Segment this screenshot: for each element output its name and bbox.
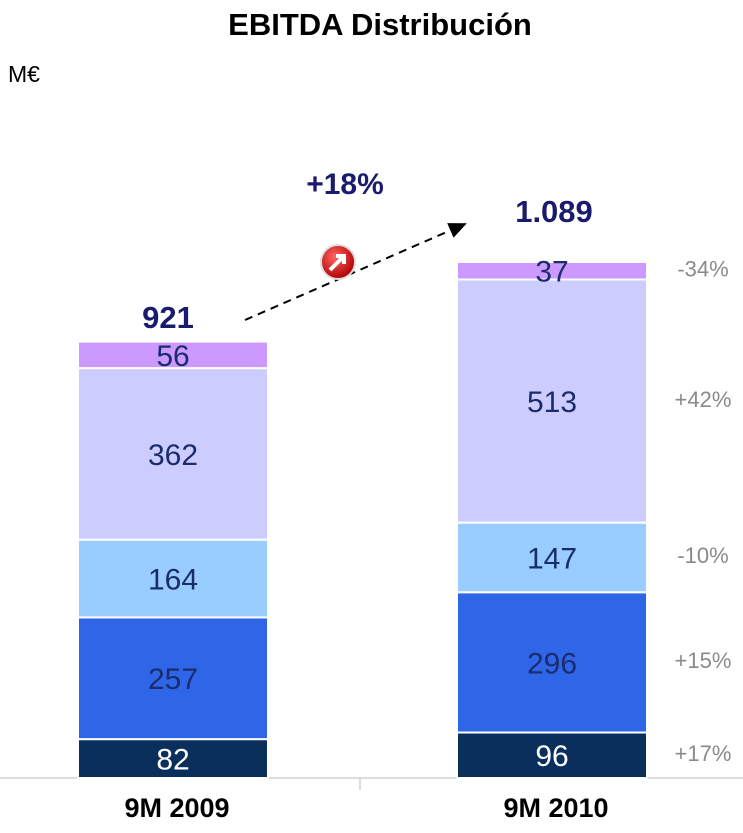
growth-arrow — [244, 223, 467, 321]
x-tick-label: 9M 2009 — [124, 793, 229, 823]
growth-icon — [320, 244, 356, 280]
change-label: +17% — [675, 741, 732, 766]
segment-label: 257 — [148, 663, 198, 696]
bar-segment — [77, 340, 269, 370]
change-label: +42% — [675, 387, 732, 412]
segment-label: 37 — [535, 256, 568, 289]
change-label: -10% — [677, 543, 728, 568]
total-label: 1.089 — [515, 194, 593, 229]
segment-label: 513 — [527, 386, 577, 419]
segment-label: 362 — [148, 439, 198, 472]
chart-title: EBITDA Distribución — [228, 7, 532, 42]
change-label: -34% — [677, 257, 728, 282]
bar-segment — [456, 521, 648, 594]
segment-label: 96 — [535, 740, 568, 773]
bar-segment — [456, 260, 648, 281]
segment-label: 164 — [148, 563, 198, 596]
bar-segment — [456, 591, 648, 734]
bar-segment — [77, 738, 269, 779]
segment-label: 147 — [527, 542, 577, 575]
segment-label: 82 — [156, 743, 189, 776]
segment-label: 296 — [527, 647, 577, 680]
total-label: 921 — [142, 300, 194, 335]
change-label: +15% — [675, 648, 732, 673]
growth-label: +18% — [306, 168, 384, 201]
segment-label: 56 — [156, 340, 189, 373]
x-tick-label: 9M 2010 — [503, 793, 608, 823]
bar-segment — [77, 616, 269, 741]
bar-segment — [456, 278, 648, 524]
unit-label: M€ — [8, 61, 40, 87]
